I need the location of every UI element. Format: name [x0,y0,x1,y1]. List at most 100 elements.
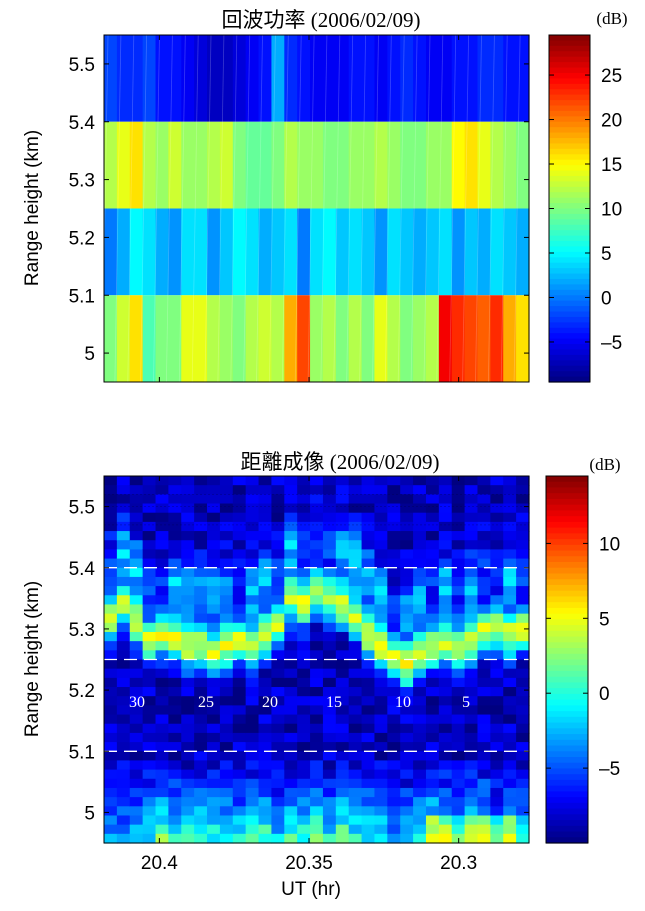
bottom-heatmap-cell [361,824,376,835]
bottom-heatmap-cell [451,604,466,615]
top-streak-line [217,34,225,383]
bottom-heatmap-cell [245,677,260,688]
bottom-heatmap-cell [335,494,350,505]
bottom-heatmap-cell [490,723,504,734]
bottom-heatmap-cell [451,668,466,679]
bottom-heatmap-cell [142,631,157,642]
bottom-heatmap-cell [451,494,466,505]
bottom-heatmap-cell [310,576,324,587]
bottom-heatmap-cell [425,815,440,826]
bottom-heatmap-cell [464,549,479,560]
bottom-heatmap-cell [142,531,157,541]
bottom-heatmap-cell [297,668,311,679]
bottom-heatmap-cell [258,613,273,624]
bottom-heatmap-cell [503,558,517,569]
bottom-heatmap-cell [104,613,118,624]
bottom-heatmap-cell [310,494,324,505]
bottom-heatmap-cell [142,641,157,651]
bottom-heatmap-cell [464,540,479,551]
bottom-heatmap-cell [194,558,208,569]
bottom-heatmap-cell [194,723,208,734]
bottom-heatmap-cell [464,806,479,817]
top-heatmap-cell [219,35,234,122]
bottom-heatmap-cell [361,567,376,578]
bottom-heatmap-cell [438,833,453,844]
bottom-heatmap-cell [168,622,182,633]
top-heatmap-cell [271,295,285,382]
bottom-heatmap-cell [168,760,182,771]
top-colorbar-swatch [549,89,590,96]
bottom-heatmap-cell [310,586,324,596]
bottom-heatmap-cell [219,595,234,606]
bottom-heatmap-cell [284,622,298,633]
bottom-heatmap-cell [297,540,311,551]
bottom-heatmap-cell [297,714,311,725]
top-heatmap-cell [258,121,273,209]
bottom-heatmap-cell [245,659,260,670]
bottom-heatmap-cell [438,760,453,771]
bottom-heatmap-cell [116,586,131,596]
bottom-heatmap-cell [129,622,144,633]
bottom-heatmap-cell [361,705,376,716]
bottom-heatmap-cell [155,650,169,661]
top-x-tick-marks [158,35,460,382]
bottom-heatmap-cell [361,586,376,596]
bottom-heatmap-cell [374,815,388,826]
bottom-heatmap-cell [374,567,388,578]
bottom-heatmap-cell [322,576,337,587]
bottom-heatmap-cell [490,760,504,771]
bottom-heatmap-cell [348,503,363,514]
top-colorbar-tick-label: –5 [601,333,622,354]
bottom-y-tick-label: 5.2 [69,681,95,702]
top-colorbar-swatch [549,94,590,101]
bottom-heatmap-cell [490,833,504,844]
bottom-heatmap-cell [297,833,311,844]
bottom-heatmap-cell [503,631,517,642]
bottom-heatmap-cell [116,797,131,807]
bottom-heatmap-cell [451,512,466,523]
bottom-heatmap-cell [335,833,350,844]
bottom-heatmap-cell [322,742,337,752]
bottom-heatmap-cell [194,595,208,606]
top-colorbar-tick-label: 0 [601,288,612,309]
bottom-heatmap-cell [335,760,350,771]
bottom-heatmap-cell [438,732,453,743]
top-heatmap-cell [335,208,350,296]
bottom-heatmap-cell [142,549,157,560]
bottom-heatmap-cell [284,824,298,835]
bottom-heatmap-cell [322,732,337,743]
bottom-heatmap-cell [207,641,221,651]
bottom-heatmap-cell [490,769,504,780]
bottom-heatmap-cell [464,503,479,514]
bottom-heatmap-cell [181,549,195,560]
bottom-heatmap-cell [245,824,260,835]
bottom-heatmap-cell [155,549,169,560]
bottom-heatmap-cell [322,833,337,844]
top-y-tick-label: 5.2 [69,228,95,249]
top-heatmap-cell [194,208,208,296]
bottom-heatmap-cell [451,540,466,551]
bottom-heatmap-cell [387,549,401,560]
bottom-heatmap-cell [413,650,427,661]
bottom-colorbar-swatch [546,584,588,592]
bottom-heatmap-cell [181,760,195,771]
bottom-heatmap-cell [194,833,208,844]
top-heatmap-cell [181,121,195,209]
bottom-heatmap-cell [142,540,157,551]
top-colorbar-swatch [549,208,590,215]
bottom-heatmap-cell [284,540,298,551]
bottom-heatmap-cell [400,797,414,807]
bottom-heatmap-cell [142,622,157,633]
top-heatmap-cell [258,35,273,122]
bottom-heatmap-cell [322,778,337,789]
bottom-heatmap-cell [361,485,376,495]
bottom-heatmap-cell [207,531,221,541]
bottom-heatmap-cell [284,567,298,578]
bottom-heatmap-cell [322,558,337,569]
bottom-heatmap-cell [425,677,440,688]
bottom-heatmap-cell [438,622,453,633]
bottom-heatmap-cell [477,531,491,541]
bottom-heatmap-cell [503,824,517,835]
top-heatmap-cell [155,295,169,382]
bottom-heatmap-cell [310,732,324,743]
